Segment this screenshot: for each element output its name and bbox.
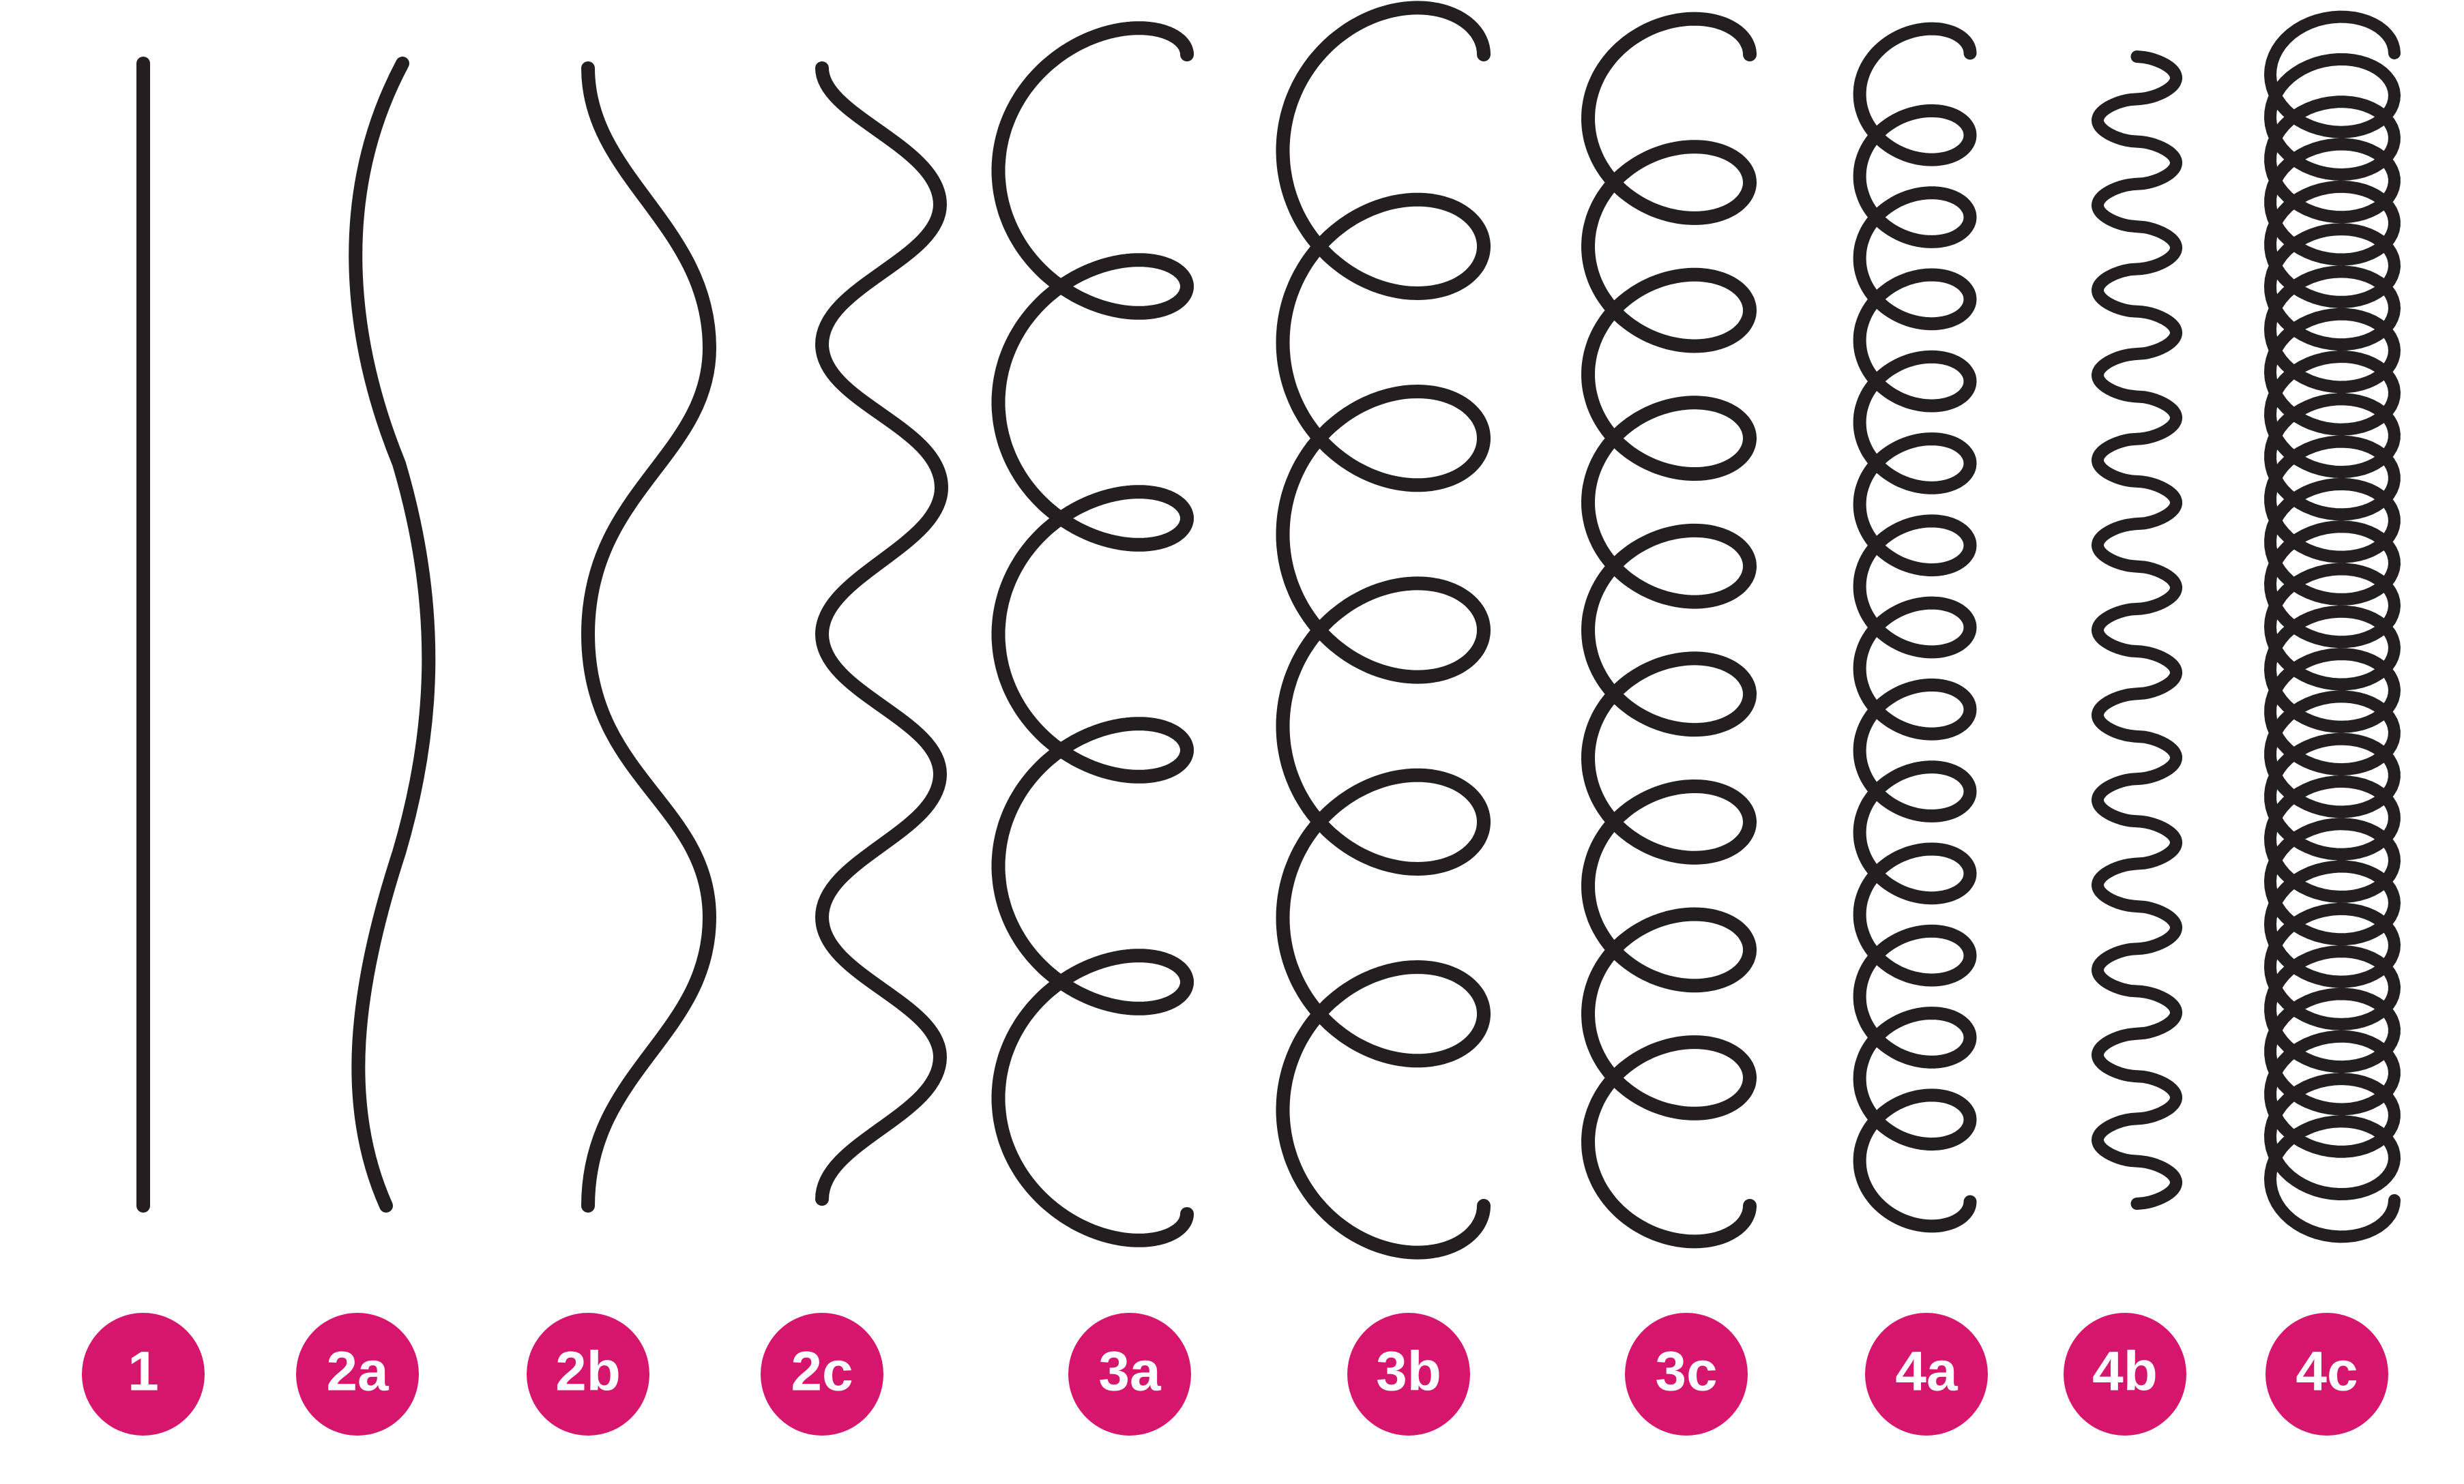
badge-label: 4c (2296, 1341, 2358, 1403)
badge-label: 4a (1895, 1341, 1959, 1403)
hair-strand-3b (1276, 1, 1491, 1260)
badge-label: 3c (1655, 1341, 1717, 1403)
type-badge-3c: 3c (1625, 1313, 1748, 1436)
type-badge-2c: 2c (761, 1313, 883, 1436)
badge-circle (296, 1313, 419, 1436)
type-badge-4a: 4a (1865, 1313, 1988, 1436)
hair-strand-4b (2092, 50, 2182, 1210)
badge-label: 1 (128, 1341, 159, 1403)
hair-strands (136, 1, 2401, 1260)
hair-strand-3c (1581, 12, 1757, 1249)
badge-label: 2c (791, 1341, 853, 1403)
badge-circle (2265, 1313, 2388, 1436)
type-badge-1: 1 (82, 1313, 205, 1436)
type-badge-4b: 4b (2064, 1313, 2186, 1436)
type-badge-3a: 3a (1068, 1313, 1191, 1436)
type-badge-4c: 4c (2265, 1313, 2388, 1436)
badge-circle (527, 1313, 649, 1436)
hair-strand-2a (349, 57, 436, 1213)
type-badge-2a: 2a (296, 1313, 419, 1436)
type-badges: 1 2a 2b 2c 3a 3b 3c 4a 4b 4c (82, 1313, 2388, 1436)
badge-circle (82, 1313, 205, 1436)
badge-label: 3b (1376, 1341, 1441, 1403)
badge-circle (1068, 1313, 1191, 1436)
badge-circle (2064, 1313, 2186, 1436)
badge-circle (1625, 1313, 1748, 1436)
type-badge-2b: 2b (527, 1313, 649, 1436)
badge-label: 3a (1098, 1341, 1162, 1403)
hair-strand-4a (1853, 22, 1977, 1233)
hair-strand-4c (2264, 10, 2401, 1243)
badge-circle (1347, 1313, 1470, 1436)
badge-label: 2b (555, 1341, 621, 1403)
badge-circle (1865, 1313, 1988, 1436)
badge-label: 2a (326, 1341, 390, 1403)
badge-label: 4b (2092, 1341, 2158, 1403)
type-badge-3b: 3b (1347, 1313, 1470, 1436)
badge-circle (761, 1313, 883, 1436)
hair-strand-3a (991, 21, 1194, 1247)
hair-strand-2b (581, 61, 716, 1213)
hair-strand-2c (815, 61, 948, 1206)
